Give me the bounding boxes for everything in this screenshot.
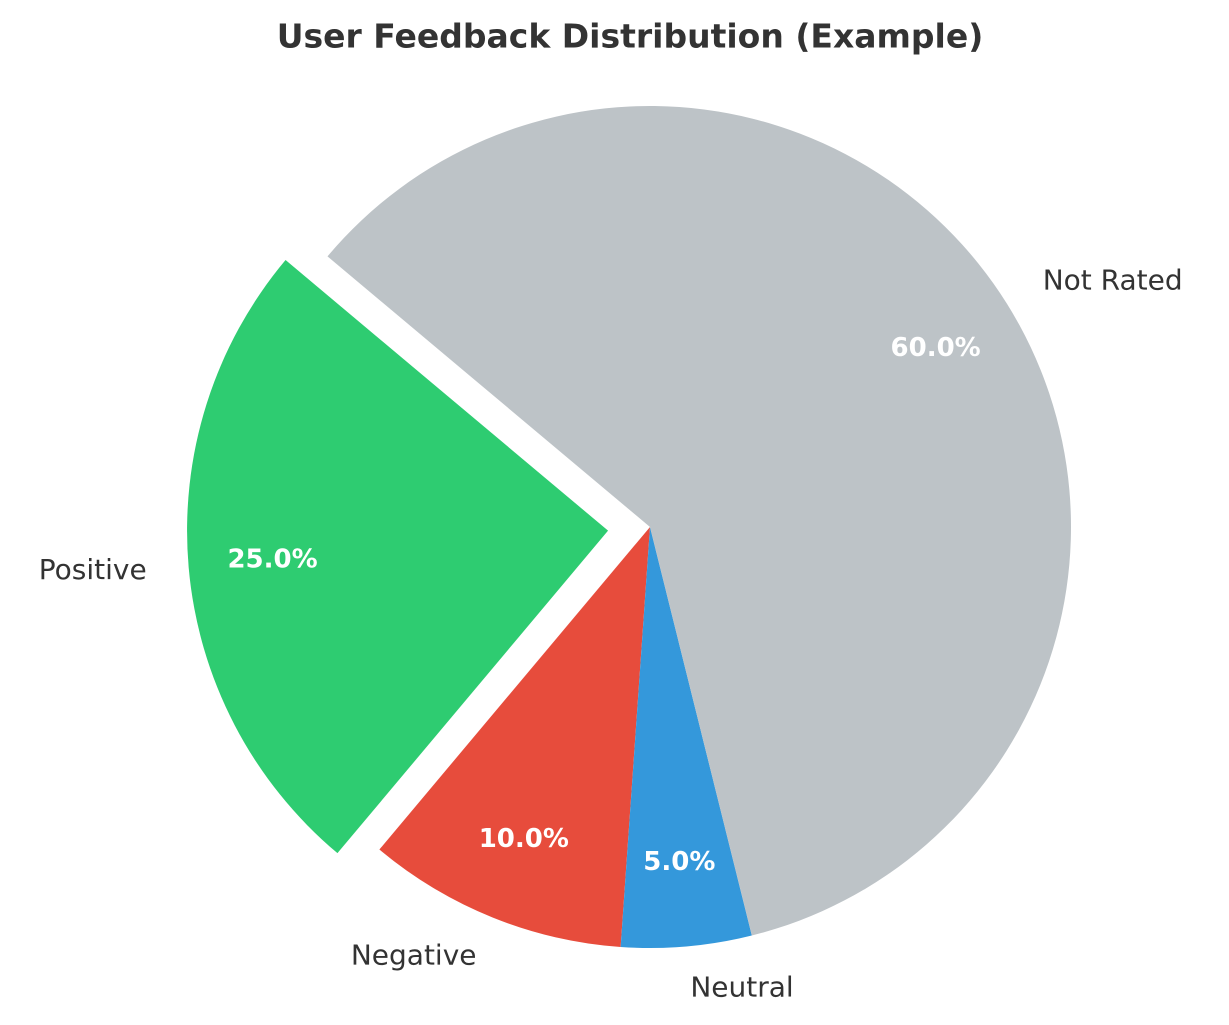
chart-title: User Feedback Distribution (Example) <box>277 17 984 56</box>
slice-label: Negative <box>351 938 477 971</box>
slice-label: Positive <box>39 553 147 586</box>
pie-slice <box>327 106 1071 936</box>
pie-slice <box>620 527 752 949</box>
value-label: 25.0% <box>227 545 317 575</box>
value-label: 60.0% <box>891 333 981 363</box>
pie-slice <box>187 260 609 854</box>
slice-label: Neutral <box>690 970 793 1003</box>
value-label: 5.0% <box>643 847 715 877</box>
slice-label: Not Rated <box>1043 264 1183 297</box>
pie-slice <box>379 527 650 947</box>
value-label: 10.0% <box>479 824 569 854</box>
